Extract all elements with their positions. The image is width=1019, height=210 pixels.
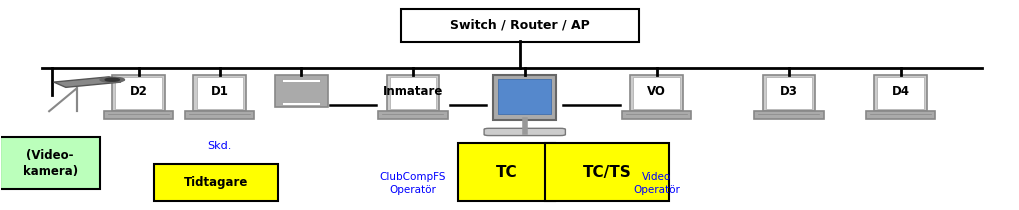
FancyBboxPatch shape bbox=[400, 9, 639, 42]
FancyBboxPatch shape bbox=[484, 128, 566, 136]
FancyBboxPatch shape bbox=[877, 77, 924, 109]
Text: VO: VO bbox=[647, 85, 666, 98]
Text: Skd.: Skd. bbox=[208, 142, 232, 151]
Circle shape bbox=[100, 77, 124, 82]
FancyBboxPatch shape bbox=[282, 102, 320, 105]
Text: Inmatare: Inmatare bbox=[383, 85, 443, 98]
FancyBboxPatch shape bbox=[631, 75, 684, 111]
FancyBboxPatch shape bbox=[762, 75, 815, 111]
FancyBboxPatch shape bbox=[386, 75, 439, 111]
Text: D1: D1 bbox=[211, 85, 229, 98]
FancyBboxPatch shape bbox=[545, 143, 669, 201]
FancyBboxPatch shape bbox=[154, 164, 278, 201]
Text: D3: D3 bbox=[780, 85, 798, 98]
Polygon shape bbox=[54, 77, 121, 87]
FancyBboxPatch shape bbox=[282, 79, 320, 82]
FancyBboxPatch shape bbox=[194, 75, 247, 111]
FancyBboxPatch shape bbox=[112, 75, 165, 111]
Text: D2: D2 bbox=[129, 85, 148, 98]
FancyBboxPatch shape bbox=[866, 111, 935, 119]
FancyBboxPatch shape bbox=[493, 75, 556, 119]
FancyBboxPatch shape bbox=[378, 111, 447, 119]
Text: TC/TS: TC/TS bbox=[583, 165, 632, 180]
Text: Tidtagare: Tidtagare bbox=[183, 176, 248, 189]
FancyBboxPatch shape bbox=[634, 77, 681, 109]
FancyBboxPatch shape bbox=[275, 75, 327, 107]
FancyBboxPatch shape bbox=[874, 75, 927, 111]
FancyBboxPatch shape bbox=[623, 111, 692, 119]
FancyBboxPatch shape bbox=[104, 111, 173, 119]
Text: Video
Operatör: Video Operatör bbox=[634, 172, 681, 195]
Circle shape bbox=[105, 78, 119, 81]
Text: TC: TC bbox=[495, 165, 518, 180]
FancyBboxPatch shape bbox=[197, 77, 244, 109]
FancyBboxPatch shape bbox=[765, 77, 812, 109]
Text: (Video-
kamera): (Video- kamera) bbox=[22, 148, 77, 177]
Text: D4: D4 bbox=[892, 85, 910, 98]
FancyBboxPatch shape bbox=[498, 79, 551, 114]
FancyBboxPatch shape bbox=[115, 77, 162, 109]
FancyBboxPatch shape bbox=[389, 77, 436, 109]
FancyBboxPatch shape bbox=[0, 137, 100, 189]
FancyBboxPatch shape bbox=[458, 143, 555, 201]
Text: ClubCompFS
Operatör: ClubCompFS Operatör bbox=[380, 172, 446, 195]
FancyBboxPatch shape bbox=[754, 111, 823, 119]
Text: Switch / Router / AP: Switch / Router / AP bbox=[449, 19, 590, 32]
FancyBboxPatch shape bbox=[185, 111, 255, 119]
